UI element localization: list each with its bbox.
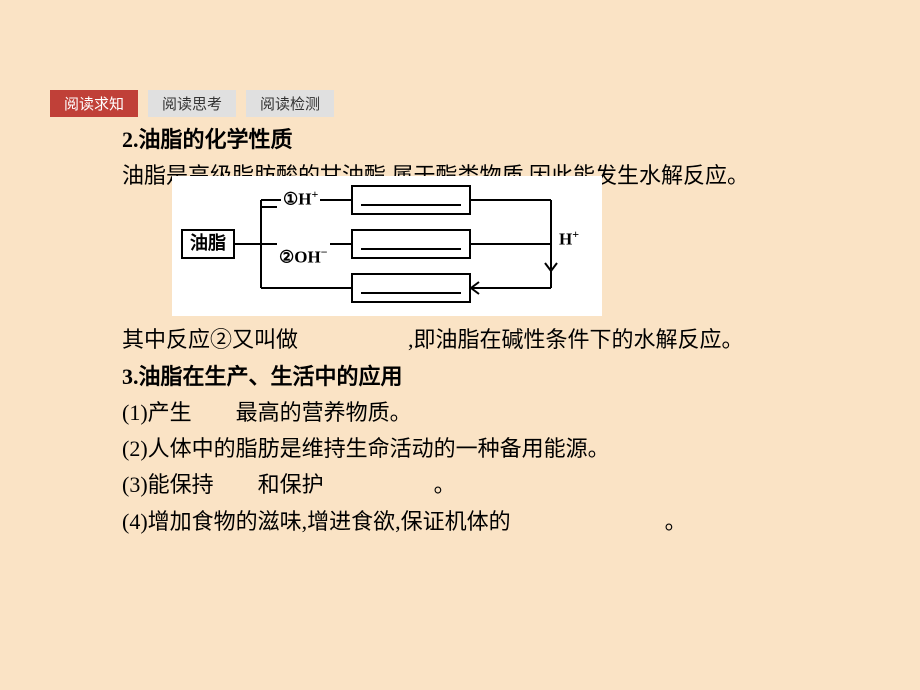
diagram-source-box: 油脂 xyxy=(181,229,235,259)
branch1-text: ①H xyxy=(283,190,311,209)
tab-read-knowledge[interactable]: 阅读求知 xyxy=(50,90,138,117)
branch1-sup: + xyxy=(311,187,318,201)
item2-pre: (2)人体中的脂肪是维持生命活动的一种备用能源。 xyxy=(122,436,610,461)
section3-heading: 3.油脂在生产、生活中的应用 xyxy=(78,359,860,395)
section2-title: 油脂的化学性质 xyxy=(139,127,293,152)
diagram-output-1 xyxy=(351,185,471,215)
after-post: ,即油脂在碱性条件下的水解反应。 xyxy=(408,327,744,352)
item4-post: 。 xyxy=(665,509,687,534)
tab-read-think[interactable]: 阅读思考 xyxy=(148,90,236,117)
diagram-output-3 xyxy=(351,273,471,303)
item3-mid: 和保护 xyxy=(258,472,324,497)
diagram-source-label: 油脂 xyxy=(190,229,226,259)
tabs-bar: 阅读求知 阅读思考 阅读检测 xyxy=(50,90,334,117)
section3-item-2: (2)人体中的脂肪是维持生命活动的一种备用能源。 xyxy=(78,431,860,467)
section3-item-3: (3)能保持 和保护 。 xyxy=(78,467,860,503)
diagram-output-2 xyxy=(351,229,471,259)
section3-num: 3. xyxy=(122,364,139,389)
page-content: 2.油脂的化学性质 油脂是高级脂肪酸的甘油酯,属于酯类物质,因此能发生水解反应。 xyxy=(78,122,860,540)
right-sup: + xyxy=(572,227,579,241)
branch2-sup: − xyxy=(321,245,328,259)
section2-num: 2. xyxy=(122,127,139,152)
item1-pre: (1)产生 xyxy=(122,400,192,425)
section2-after-diagram: 其中反应②又叫做 ,即油脂在碱性条件下的水解反应。 xyxy=(78,322,860,358)
hydrolysis-diagram: 油脂 ①H+ ②OH− H+ xyxy=(172,176,602,316)
section3-item-4: (4)增加食物的滋味,增进食欲,保证机体的 。 xyxy=(78,504,860,540)
diagram-branch1-label: ①H+ xyxy=(281,185,320,214)
item4-pre: (4)增加食物的滋味,增进食欲,保证机体的 xyxy=(122,509,511,534)
diagram-branch2-label: ②OH− xyxy=(277,243,330,272)
right-text: H xyxy=(559,230,572,249)
section3-title: 油脂在生产、生活中的应用 xyxy=(139,364,403,389)
after-pre: 其中反应②又叫做 xyxy=(122,327,298,352)
tab-read-test[interactable]: 阅读检测 xyxy=(246,90,334,117)
section2-heading: 2.油脂的化学性质 xyxy=(78,122,860,158)
item1-mid: 最高的营养物质。 xyxy=(236,400,412,425)
section3-item-1: (1)产生 最高的营养物质。 xyxy=(78,395,860,431)
item3-pre: (3)能保持 xyxy=(122,472,214,497)
diagram-right-label: H+ xyxy=(559,225,579,254)
branch2-text: ②OH xyxy=(279,248,321,267)
item3-post: 。 xyxy=(434,472,456,497)
